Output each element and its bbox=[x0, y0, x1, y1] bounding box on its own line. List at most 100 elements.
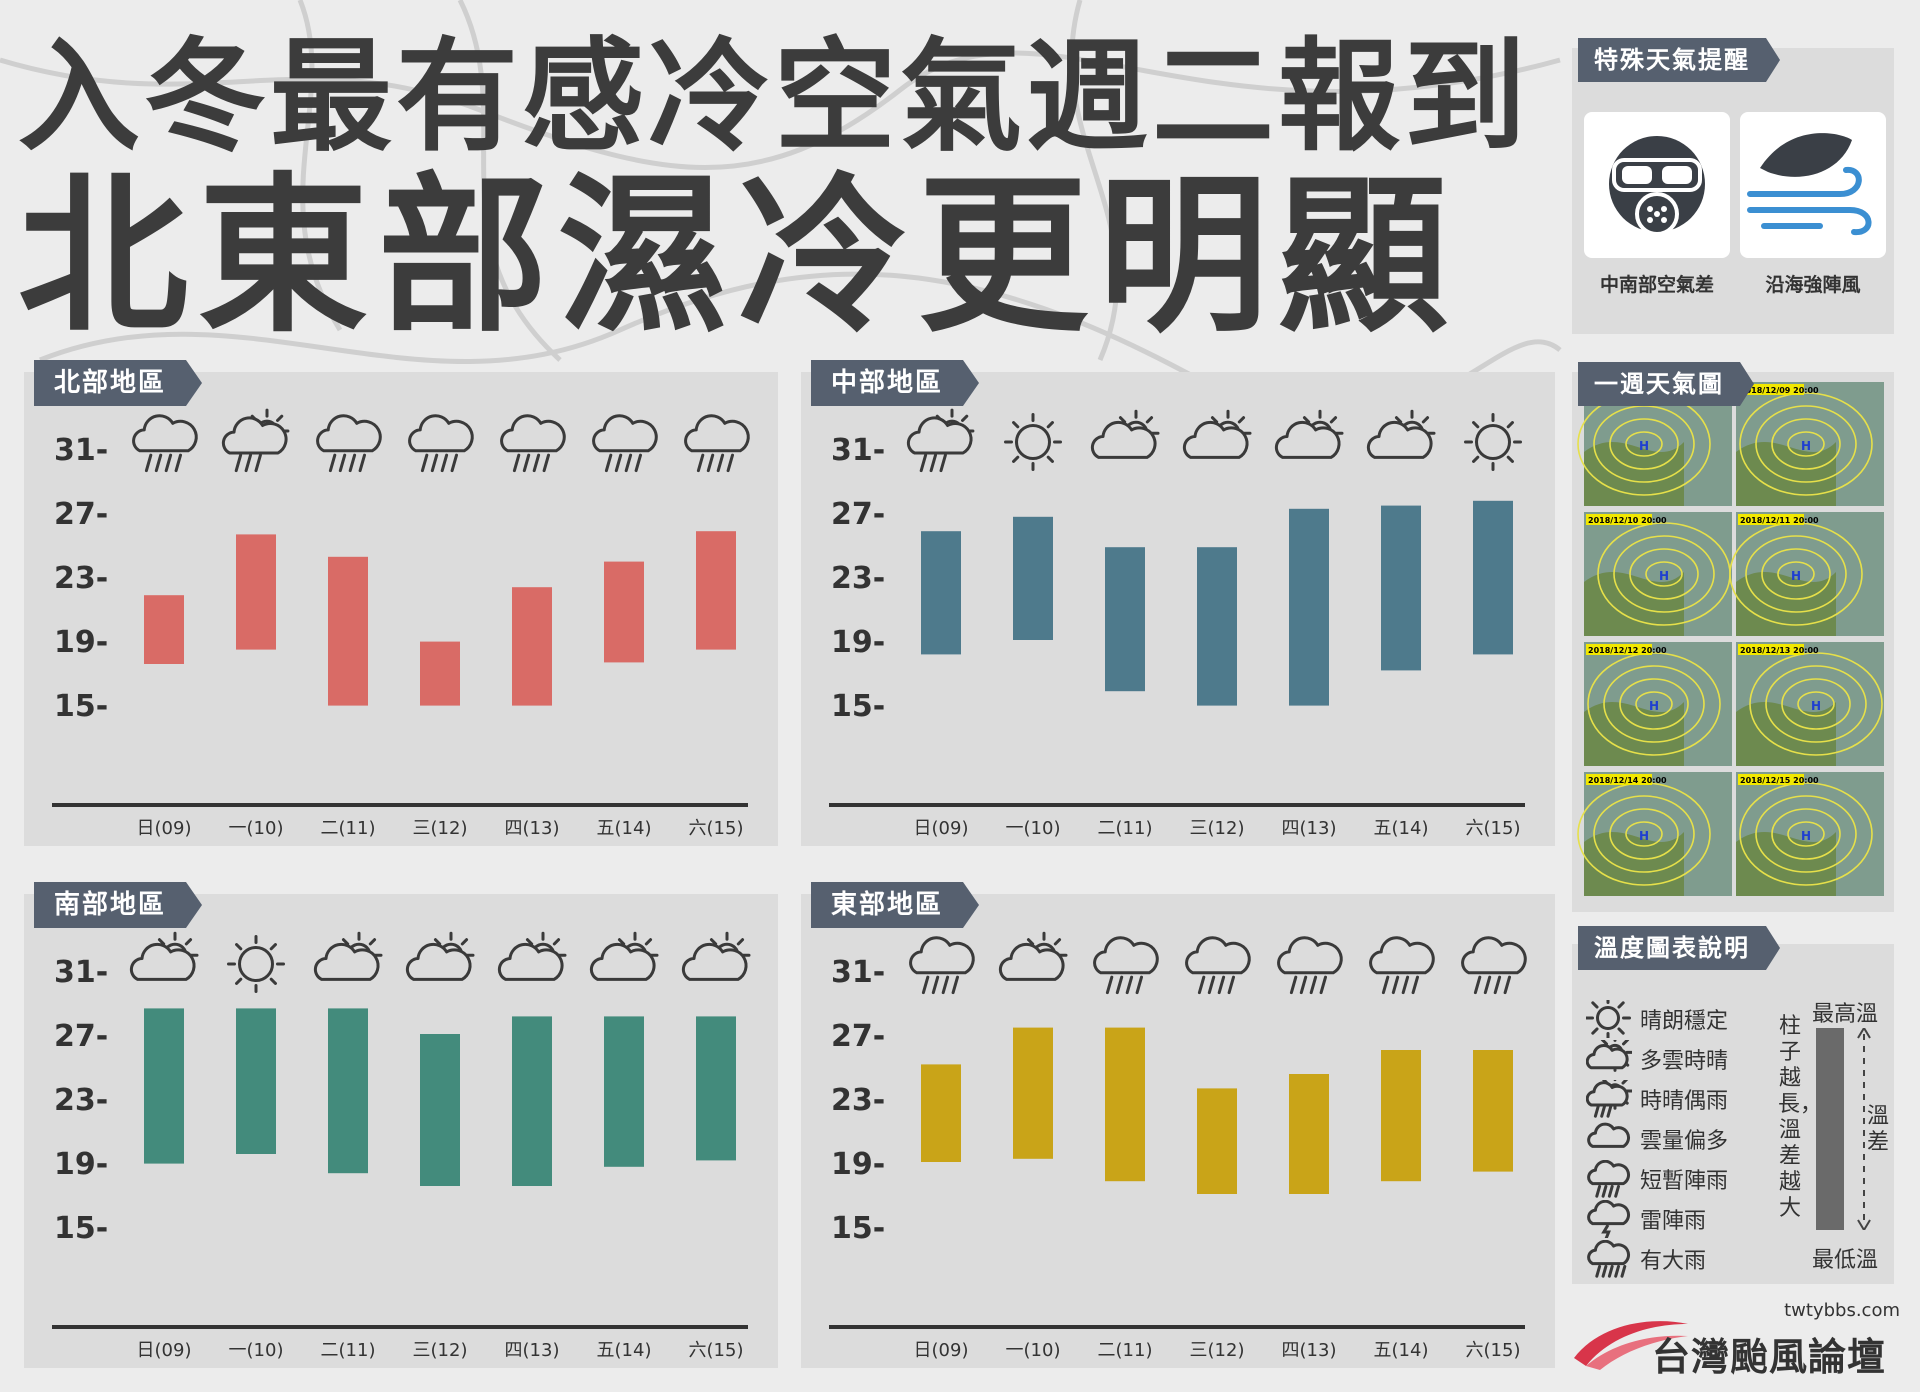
weather-map-thumb: H 2018/12/13 20:00 bbox=[1736, 642, 1884, 766]
region-north-label: 北部地區 bbox=[54, 368, 167, 398]
x-tick-label: 日(09) bbox=[137, 818, 192, 839]
x-tick-label: 一(10) bbox=[229, 1340, 284, 1361]
y-tick-label: 27- bbox=[54, 1019, 108, 1054]
special-label-air: 中南部空氣差 bbox=[1599, 274, 1714, 296]
x-tick-label: 二(11) bbox=[1098, 1340, 1153, 1361]
weather-rain-icon bbox=[909, 936, 975, 995]
brand-logo: twtybbs.com 台灣颱風論壇 bbox=[1570, 1300, 1900, 1380]
weekly-map-title: 一週天氣圖 bbox=[1594, 370, 1724, 398]
strong-wind-icon bbox=[1747, 133, 1872, 236]
high-pressure-label: H bbox=[1791, 569, 1801, 583]
weather-partly-cloudy-icon bbox=[405, 931, 475, 981]
y-tick-label: 15- bbox=[831, 689, 885, 724]
weather-partly-cloudy-icon bbox=[681, 931, 751, 981]
x-tick-label: 一(10) bbox=[229, 818, 284, 839]
x-tick-label: 五(14) bbox=[1374, 1340, 1429, 1361]
weather-map-date: 2018/12/13 20:00 bbox=[1740, 646, 1819, 655]
temp-bar bbox=[144, 595, 184, 664]
legend-arrow-icon bbox=[1857, 1028, 1871, 1230]
weather-partly-rain-icon bbox=[906, 408, 975, 473]
temp-bar bbox=[1381, 1050, 1421, 1182]
y-tick-label: 19- bbox=[54, 625, 108, 660]
legend-item-label: 時晴偶雨 bbox=[1640, 1089, 1729, 1114]
temp-bar bbox=[420, 641, 460, 706]
x-tick-label: 六(15) bbox=[1466, 818, 1521, 839]
weather-partly-rain-icon bbox=[221, 408, 290, 473]
temp-bar bbox=[512, 1016, 552, 1186]
heavy-rain-icon bbox=[1587, 1240, 1631, 1278]
weather-partly-cloudy-icon bbox=[497, 931, 567, 981]
region-south-label: 南部地區 bbox=[54, 890, 167, 920]
weather-sunny-icon bbox=[227, 935, 285, 993]
gas-mask-icon bbox=[1609, 136, 1705, 236]
x-tick-label: 四(13) bbox=[505, 1340, 560, 1361]
x-tick-label: 二(11) bbox=[321, 818, 376, 839]
weather-map-thumb: H 2018/12/09 20:00 bbox=[1736, 382, 1884, 506]
x-tick-label: 日(09) bbox=[914, 1340, 969, 1361]
y-tick-label: 23- bbox=[54, 561, 108, 596]
weekly-map-tag: 一週天氣圖 bbox=[1578, 362, 1754, 406]
tag-north: 北部地區 bbox=[34, 360, 203, 406]
temp-bar bbox=[328, 1008, 368, 1174]
x-tick-label: 三(12) bbox=[1190, 818, 1245, 839]
weather-partly-cloudy-icon bbox=[129, 931, 199, 981]
y-tick-label: 27- bbox=[831, 497, 885, 532]
tag-south: 南部地區 bbox=[34, 882, 203, 928]
legend-item-label: 晴朗穩定 bbox=[1640, 1009, 1729, 1034]
weather-map-date: 2018/12/12 20:00 bbox=[1588, 646, 1667, 655]
weather-map-thumb: H 2018/12/14 20:00 bbox=[1577, 772, 1732, 896]
temp-bar bbox=[1473, 500, 1513, 655]
x-tick-label: 一(10) bbox=[1006, 1340, 1061, 1361]
weather-rain-icon bbox=[316, 414, 382, 473]
special-weather-tag: 特殊天氣提醒 bbox=[1578, 38, 1780, 82]
gas-mask-card bbox=[1584, 112, 1730, 258]
high-pressure-label: H bbox=[1639, 439, 1649, 453]
x-tick-label: 一(10) bbox=[1006, 818, 1061, 839]
temp-bar bbox=[921, 1064, 961, 1162]
legend-sunny-icon bbox=[1586, 1000, 1631, 1038]
weather-map-date: 2018/12/09 20:00 bbox=[1740, 386, 1819, 395]
weather-map-thumb: H 2018/12/11 20:00 bbox=[1729, 512, 1884, 636]
weather-map-date: 2018/12/15 20:00 bbox=[1740, 776, 1819, 785]
weather-partly-cloudy-icon bbox=[1182, 409, 1252, 459]
x-tick-label: 三(12) bbox=[413, 818, 468, 839]
weather-partly-cloudy-icon bbox=[1090, 409, 1160, 459]
sunny-icon bbox=[1586, 1000, 1631, 1038]
rain-icon bbox=[1587, 1160, 1631, 1198]
chart-east: 31- 27- 23- 19- 15- 日(09) 一(10) 二(11) 三(12) 四(13)… bbox=[829, 931, 1527, 1361]
legend-bar-note: 柱子越長，溫差越大 bbox=[1778, 1014, 1823, 1221]
y-tick-label: 23- bbox=[54, 1083, 108, 1118]
thunder-icon bbox=[1587, 1200, 1631, 1238]
chart-north: 31- 27- 23- 19- 15- 日(09) 一(10) 二(11) 三(12) 四(13)… bbox=[52, 408, 750, 839]
temp-bar bbox=[1289, 1074, 1329, 1194]
y-tick-label: 19- bbox=[54, 1147, 108, 1182]
special-weather-box: 中南部空氣差 沿海強陣風 bbox=[1572, 48, 1894, 334]
weather-map-thumb: H 2018/12/15 20:00 bbox=[1736, 772, 1884, 896]
weather-rain-icon bbox=[592, 414, 658, 473]
title-line-2: 北東部濕冷更明顯 bbox=[18, 158, 1459, 356]
temp-bar bbox=[1289, 508, 1329, 706]
temp-bar bbox=[696, 1016, 736, 1161]
weather-map-thumb: H 2018/12/10 20:00 bbox=[1584, 512, 1732, 636]
y-tick-label: 15- bbox=[54, 689, 108, 724]
legend-cloudy-icon bbox=[1587, 1122, 1631, 1148]
y-tick-label: 31- bbox=[831, 433, 885, 468]
temp-bar bbox=[1197, 547, 1237, 706]
weather-rain-icon bbox=[500, 414, 566, 473]
weather-rain-icon bbox=[1277, 936, 1343, 995]
weather-rain-icon bbox=[408, 414, 474, 473]
temp-bar bbox=[1105, 1027, 1145, 1182]
temp-bar bbox=[144, 1008, 184, 1164]
panel-central: 31- 27- 23- 19- 15- 日(09) 一(10) 二(11) 三(12) 四(13)… bbox=[801, 372, 1555, 846]
high-pressure-label: H bbox=[1801, 829, 1811, 843]
temp-bar bbox=[604, 561, 644, 663]
legend-item-label: 有大雨 bbox=[1640, 1249, 1707, 1274]
x-tick-label: 二(11) bbox=[1098, 818, 1153, 839]
y-tick-label: 19- bbox=[831, 1147, 885, 1182]
panel-south: 31- 27- 23- 19- 15- 日(09) 一(10) 二(11) 三(12) 四(13)… bbox=[24, 894, 778, 1368]
x-tick-label: 六(15) bbox=[1466, 1340, 1521, 1361]
legend-box: 晴朗穩定 多雲時晴 時晴偶雨 雲量偏多 短暫陣雨 雷陣雨 有大雨 最高溫 最低溫 柱子越長，… bbox=[1572, 944, 1894, 1284]
weather-partly-cloudy-icon bbox=[998, 931, 1068, 981]
